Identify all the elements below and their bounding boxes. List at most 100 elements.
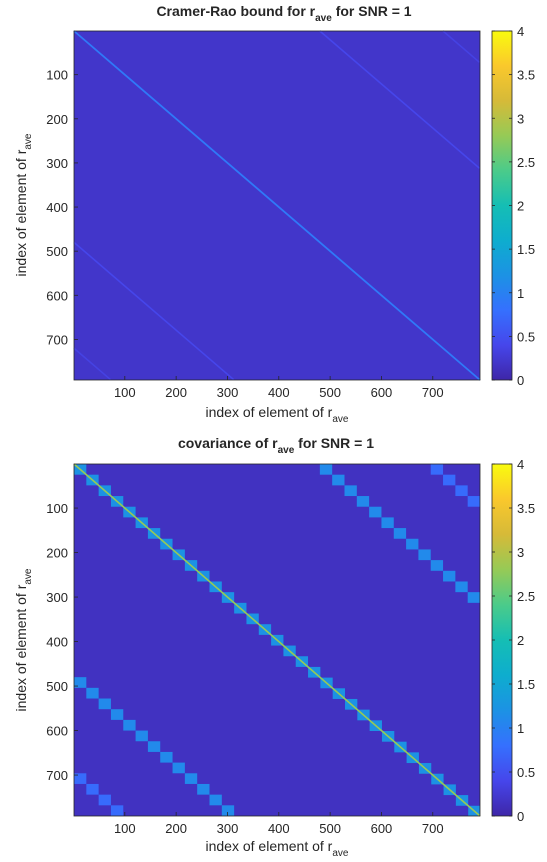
panel2-staircase-block xyxy=(110,805,124,816)
x-tick-label: 100 xyxy=(114,385,136,400)
colorbar-tick-label: 1 xyxy=(517,721,524,736)
y-tick-label: 100 xyxy=(46,501,68,516)
y-tick-label: 500 xyxy=(46,679,68,694)
panel2-staircase-block xyxy=(184,773,198,784)
panel2-staircase-block xyxy=(455,581,468,593)
colorbar-tick-label: 2.5 xyxy=(517,155,535,170)
panel1-y-axis-label: index of element of rave xyxy=(13,133,34,276)
panel1-title: Cramer-Rao bound for rave for SNR = 1 xyxy=(156,3,411,24)
panel2-staircase-block xyxy=(369,506,382,518)
panel2-staircase-block xyxy=(406,538,419,550)
panel2-staircase-block xyxy=(74,773,87,784)
panel1-x-ticks: 100 200 300 400 500 600 700 xyxy=(114,376,444,400)
panel2-staircase-block xyxy=(381,517,394,529)
panel2-staircase-block xyxy=(393,528,407,539)
panel2-staircase-block xyxy=(197,783,210,795)
panel2-staircase-block xyxy=(86,687,99,699)
panel2-staircase-block xyxy=(98,698,111,710)
panel2-staircase-block xyxy=(147,741,161,752)
panel1-plot-frame xyxy=(73,30,481,381)
panel2-staircase-block xyxy=(98,794,111,806)
panel1-off-diagonal-band xyxy=(442,30,481,63)
panel-cramer-rao: Cramer-Rao bound for rave for SNR = 1 10… xyxy=(13,3,535,425)
panel2-x-ticks: 100 200 300 400 500 600 700 xyxy=(114,812,444,836)
y-tick-label: 600 xyxy=(46,288,68,303)
y-tick-label: 400 xyxy=(46,200,68,215)
colorbar-tick-label: 3 xyxy=(517,111,524,126)
panel2-diagonal xyxy=(73,463,481,817)
panel2-staircase-block xyxy=(110,709,124,720)
panel2-staircase-block xyxy=(221,805,235,816)
panel2-plot-frame xyxy=(73,463,481,817)
panel2-y-axis-label: index of element of rave xyxy=(13,568,34,711)
colorbar-tick-label: 3.5 xyxy=(517,501,535,516)
panel2-staircase-block xyxy=(430,560,444,571)
panel2-staircase-block xyxy=(443,570,456,582)
panel2-staircase-block xyxy=(172,762,185,774)
colorbar-tick-label: 0 xyxy=(517,809,524,824)
panel2-staircase-block xyxy=(160,751,173,763)
x-tick-label: 100 xyxy=(114,821,136,836)
panel1-heatmap xyxy=(73,30,481,381)
panel2-staircase-block xyxy=(74,677,87,688)
panel1-x-axis-label: index of element of rave xyxy=(206,404,349,425)
panel2-staircase-block xyxy=(443,474,456,486)
panel2-staircase-block xyxy=(430,464,444,475)
colorbar-tick-label: 3.5 xyxy=(517,68,535,83)
colorbar-tick-label: 2 xyxy=(517,199,524,214)
x-tick-label: 400 xyxy=(268,821,290,836)
y-tick-label: 200 xyxy=(46,546,68,561)
x-tick-label: 500 xyxy=(319,385,341,400)
x-tick-label: 600 xyxy=(371,821,393,836)
y-tick-label: 200 xyxy=(46,112,68,127)
y-tick-label: 300 xyxy=(46,590,68,605)
panel2-staircase-block xyxy=(86,783,99,795)
y-tick-label: 400 xyxy=(46,635,68,650)
panel2-staircase-block xyxy=(344,485,357,497)
colorbar-tick-label: 0.5 xyxy=(517,765,535,780)
colorbar-tick-label: 1 xyxy=(517,286,524,301)
panel2-staircase-block xyxy=(135,730,148,742)
panel1-colorbar: 0 0.5 1 1.5 2 2.5 3 3.5 4 xyxy=(491,24,535,388)
x-tick-label: 700 xyxy=(422,385,444,400)
panel2-title: covariance of rave for SNR = 1 xyxy=(178,435,374,456)
panel1-off-diagonal-band xyxy=(319,30,481,169)
colorbar-tick-label: 4 xyxy=(517,24,524,39)
y-tick-label: 500 xyxy=(46,244,68,259)
panel2-staircase-block xyxy=(209,794,222,806)
colorbar-tick-label: 1.5 xyxy=(517,677,535,692)
panel1-off-diagonal-band xyxy=(73,241,235,381)
x-tick-label: 200 xyxy=(165,385,187,400)
colorbar-tick-label: 0 xyxy=(517,373,524,388)
panel1-y-ticks: 100 200 300 400 500 600 700 xyxy=(46,68,78,347)
panel1-off-diagonal-band xyxy=(73,347,111,381)
panel2-x-axis-label: index of element of rave xyxy=(206,838,349,859)
colorbar-tick-label: 1.5 xyxy=(517,242,535,257)
panel2-heatmap xyxy=(73,463,481,817)
x-tick-label: 500 xyxy=(319,821,341,836)
panel2-staircase-block xyxy=(467,592,480,603)
x-tick-label: 600 xyxy=(371,385,393,400)
colorbar-tick-label: 2 xyxy=(517,633,524,648)
x-tick-label: 700 xyxy=(422,821,444,836)
y-tick-label: 600 xyxy=(46,724,68,739)
x-tick-label: 200 xyxy=(165,821,187,836)
y-tick-label: 300 xyxy=(46,156,68,171)
colorbar-tick-label: 2.5 xyxy=(517,589,535,604)
x-tick-label: 300 xyxy=(217,385,239,400)
panel2-staircase-block xyxy=(418,549,431,561)
panel2-colorbar: 0 0.5 1 1.5 2 2.5 3 3.5 4 xyxy=(491,457,535,824)
colorbar-tick-label: 0.5 xyxy=(517,329,535,344)
y-tick-label: 100 xyxy=(46,68,68,83)
panel-covariance: covariance of rave for SNR = 1 100 200 300… xyxy=(13,435,535,859)
panel2-y-ticks: 100 200 300 400 500 600 700 xyxy=(46,501,78,783)
colorbar-tick-label: 4 xyxy=(517,457,524,472)
panel2-staircase-block xyxy=(455,485,468,497)
x-tick-label: 300 xyxy=(217,821,239,836)
panel2-staircase-block xyxy=(332,474,345,486)
panel2-staircase-block xyxy=(123,719,136,731)
panel2-staircase-block xyxy=(319,464,333,475)
panel2-staircase-block xyxy=(356,496,370,507)
x-tick-label: 400 xyxy=(268,385,290,400)
